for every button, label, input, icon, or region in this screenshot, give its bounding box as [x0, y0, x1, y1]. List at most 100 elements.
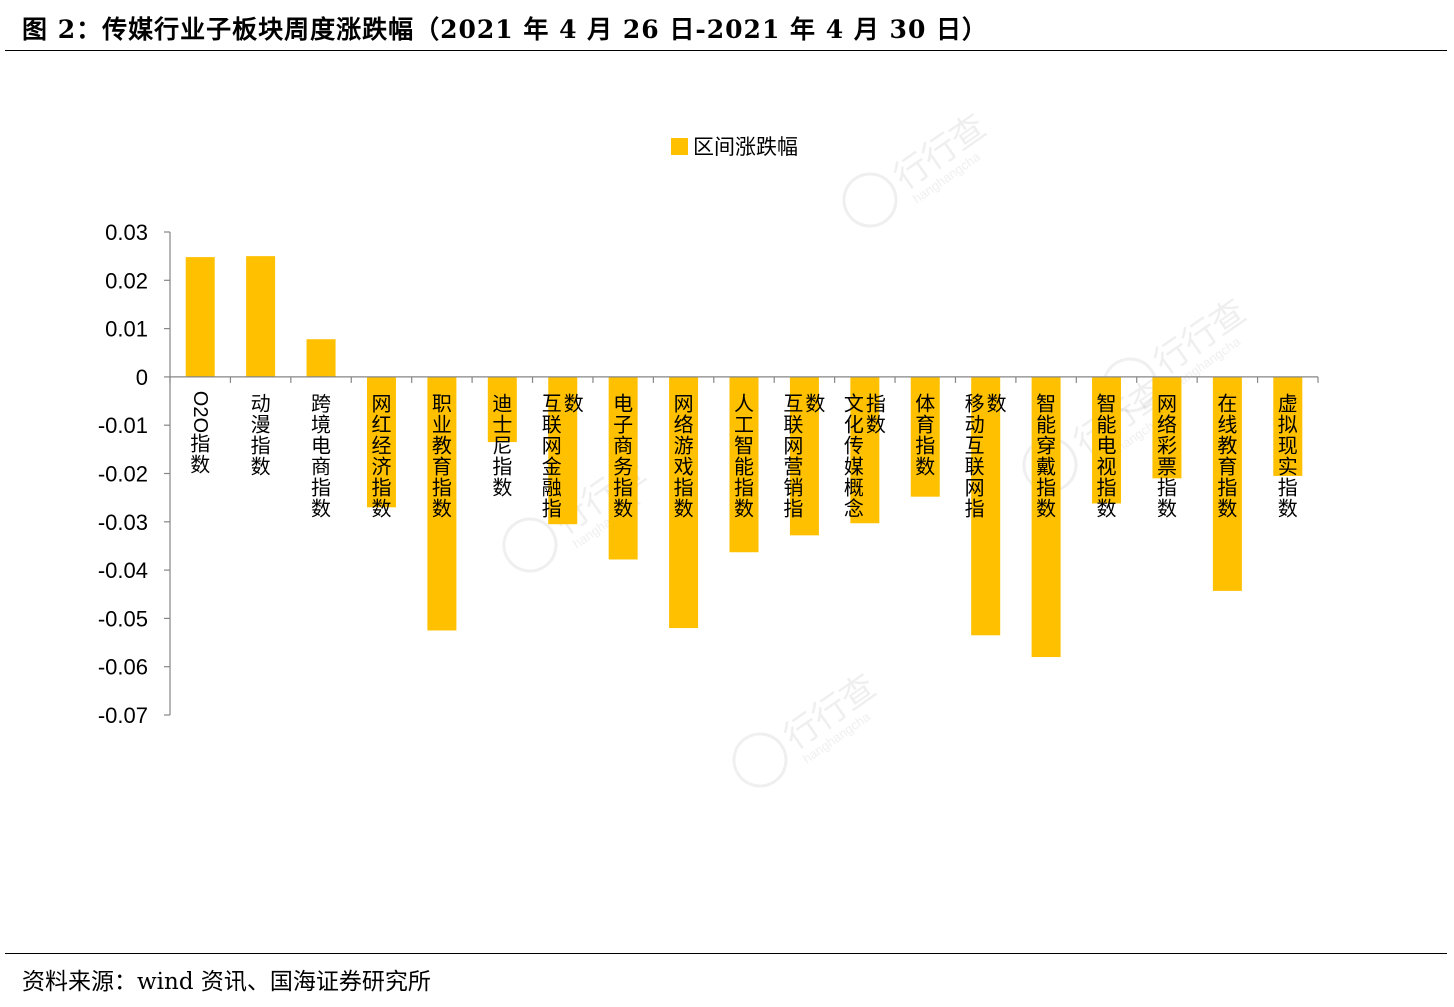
y-tick-label: 0.02 — [105, 268, 148, 293]
svg-text:经: 经 — [371, 433, 391, 457]
y-tick-label: 0.01 — [105, 317, 148, 342]
svg-text:商: 商 — [613, 433, 633, 457]
svg-text:业: 业 — [432, 412, 452, 436]
bar — [910, 376, 940, 497]
svg-text:O2O: O2O — [189, 391, 211, 433]
svg-text:数: 数 — [987, 391, 1007, 415]
bar — [1031, 376, 1061, 658]
svg-text:能: 能 — [1097, 412, 1117, 436]
bar — [487, 376, 517, 443]
svg-text:境: 境 — [311, 412, 331, 436]
svg-text:视: 视 — [1097, 454, 1117, 478]
bar — [1273, 376, 1303, 476]
svg-text:工: 工 — [734, 412, 754, 436]
svg-text:迪: 迪 — [492, 391, 512, 415]
svg-text:戴: 戴 — [1036, 454, 1056, 478]
y-tick-label: -0.03 — [98, 510, 148, 535]
svg-text:漫: 漫 — [251, 412, 271, 436]
svg-text:电: 电 — [613, 391, 633, 415]
svg-text:智: 智 — [734, 433, 754, 457]
y-tick-label: -0.02 — [98, 462, 148, 487]
svg-text:育: 育 — [915, 412, 935, 436]
svg-text:数: 数 — [564, 391, 584, 415]
legend: 区间涨跌幅 — [671, 135, 798, 159]
svg-text:现: 现 — [1278, 433, 1298, 457]
bar — [366, 376, 396, 508]
svg-text:数: 数 — [1097, 496, 1117, 520]
bar — [608, 376, 638, 560]
category-labels: O2O指数动漫指数跨境电商指数网红经济指数职业教育指数迪士尼指数互联网金融指数电… — [189, 391, 1298, 521]
bar — [669, 376, 699, 629]
svg-text:络: 络 — [674, 412, 694, 436]
bar — [971, 376, 1001, 636]
svg-text:济: 济 — [371, 454, 391, 478]
svg-text:销: 销 — [783, 475, 803, 499]
y-tick-label: -0.01 — [98, 413, 148, 438]
y-tick-label: -0.04 — [98, 558, 148, 583]
bar-chart: 行行查hanghangcha行行查hanghangcha行行查hanghangc… — [98, 106, 1319, 788]
svg-text:电: 电 — [311, 433, 331, 457]
svg-text:虚: 虚 — [1278, 391, 1298, 415]
svg-text:指: 指 — [734, 475, 754, 499]
bar — [427, 376, 457, 631]
svg-text:网: 网 — [371, 391, 391, 415]
svg-text:彩: 彩 — [1157, 433, 1177, 457]
svg-text:指: 指 — [1278, 475, 1298, 499]
svg-text:子: 子 — [613, 412, 633, 436]
svg-text:络: 络 — [1157, 412, 1177, 436]
svg-text:数: 数 — [371, 496, 391, 520]
svg-text:体: 体 — [915, 391, 935, 415]
svg-text:指: 指 — [783, 496, 803, 520]
svg-text:念: 念 — [844, 496, 864, 520]
svg-text:概: 概 — [844, 475, 864, 499]
svg-text:指: 指 — [311, 475, 331, 499]
svg-text:化: 化 — [844, 412, 864, 436]
y-tick-label: 0 — [136, 365, 148, 390]
svg-text:指: 指 — [965, 496, 985, 520]
y-tick-label: -0.06 — [98, 655, 148, 680]
svg-text:互: 互 — [965, 433, 985, 457]
svg-text:营: 营 — [783, 454, 803, 478]
svg-text:实: 实 — [1278, 454, 1298, 478]
svg-text:票: 票 — [1157, 454, 1177, 478]
svg-text:士: 士 — [492, 412, 512, 436]
svg-text:动: 动 — [965, 412, 985, 436]
svg-text:融: 融 — [542, 475, 562, 499]
svg-text:商: 商 — [311, 454, 331, 478]
watermark-logo-icon — [842, 172, 898, 228]
svg-text:数: 数 — [805, 391, 825, 415]
bar — [1152, 376, 1182, 479]
svg-text:指: 指 — [674, 475, 694, 499]
svg-text:务: 务 — [613, 454, 633, 478]
svg-text:育: 育 — [1217, 454, 1237, 478]
svg-text:职: 职 — [432, 391, 452, 415]
bar — [789, 376, 819, 536]
svg-text:指: 指 — [1217, 475, 1237, 499]
svg-text:数: 数 — [1217, 496, 1237, 520]
svg-text:跨: 跨 — [311, 391, 331, 415]
svg-text:数: 数 — [1278, 496, 1298, 520]
source-rule — [5, 953, 1447, 954]
svg-text:在: 在 — [1217, 391, 1237, 415]
svg-text:数: 数 — [1157, 496, 1177, 520]
y-tick-label: -0.05 — [98, 606, 148, 631]
svg-text:网: 网 — [542, 433, 562, 457]
watermark-logo-icon — [732, 732, 788, 788]
svg-text:指: 指 — [1036, 475, 1056, 499]
svg-text:数: 数 — [1036, 496, 1056, 520]
source-note: 资料来源：wind 资讯、国海证券研究所 — [22, 969, 431, 995]
svg-text:联: 联 — [965, 454, 985, 478]
svg-text:数: 数 — [734, 496, 754, 520]
svg-text:线: 线 — [1217, 412, 1237, 436]
svg-text:文: 文 — [844, 391, 864, 415]
